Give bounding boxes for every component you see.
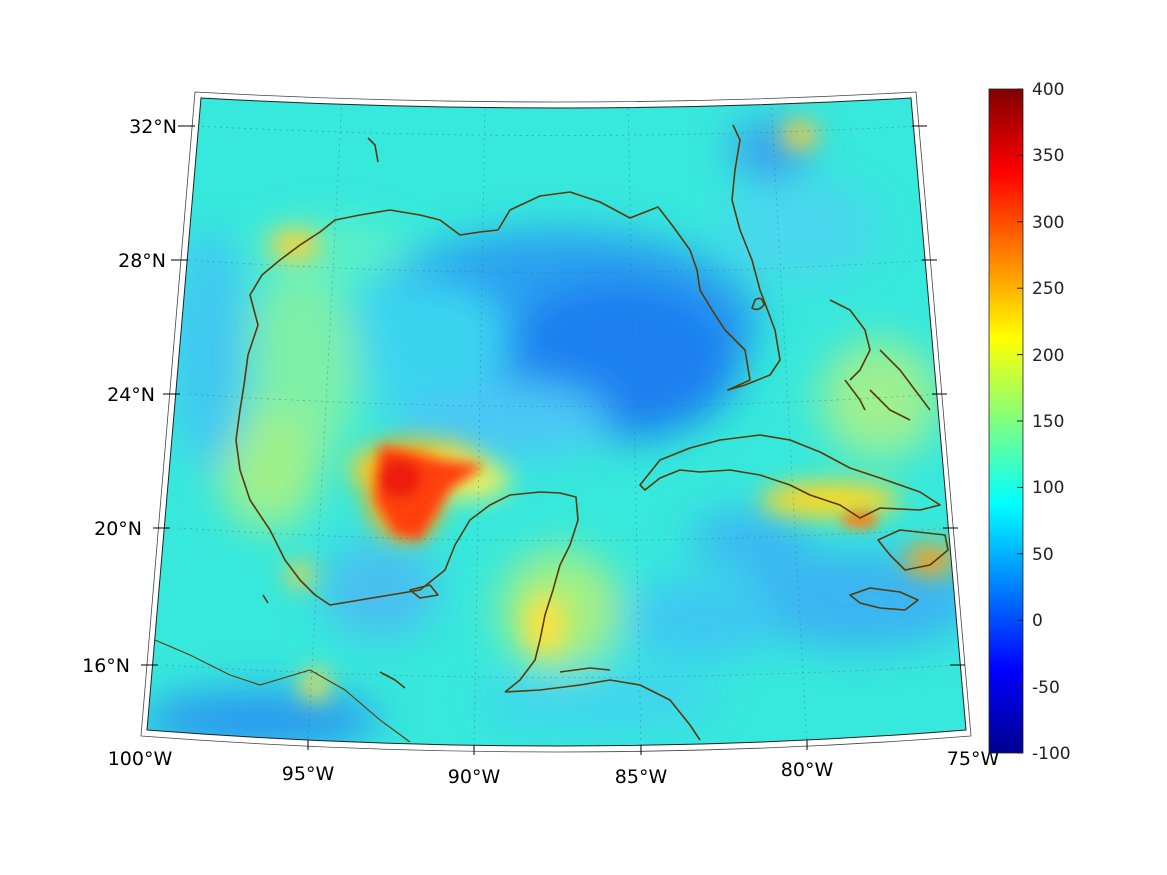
colorbar-tick-label: -50	[1032, 678, 1060, 698]
coastline-gulf	[235, 124, 781, 693]
lon-label-95: 95°W	[282, 763, 335, 785]
lat-label-20: 20°N	[94, 518, 142, 540]
coastline-jamaica	[849, 587, 919, 611]
coastlines	[154, 124, 949, 743]
lon-label-85: 85°W	[615, 766, 668, 788]
colorbar-tick-label: 0	[1032, 611, 1043, 631]
colorbar-tick-label: 300	[1032, 213, 1064, 233]
lat-label-16: 16°N	[82, 655, 130, 677]
colorbar-tick-label: 50	[1032, 545, 1054, 565]
colorbar-tick-label: 100	[1032, 478, 1064, 498]
colorbar-tick-label: 400	[1032, 80, 1064, 100]
lon-label-80: 80°W	[781, 759, 834, 781]
lon-label-75: 75°W	[947, 748, 1000, 770]
colorbar-ticks	[1017, 88, 1023, 754]
map-frame	[140, 91, 972, 755]
lat-label-28: 28°N	[118, 250, 166, 272]
colorbar-tick-label: 350	[1032, 146, 1064, 166]
colorbar-tick-label: -100	[1032, 744, 1071, 764]
lat-label-32: 32°N	[129, 116, 177, 138]
lon-label-100: 100°W	[108, 748, 173, 770]
colorbar: 400 350 300 250 200 150 100 50 0 -50 -10…	[988, 80, 1071, 764]
coastline-cuba	[639, 434, 941, 519]
lon-label-90: 90°W	[448, 766, 501, 788]
latitude-labels: 16°N 20°N 24°N 28°N 32°N	[82, 116, 177, 677]
lat-label-24: 24°N	[107, 384, 155, 406]
longitude-labels: 100°W 95°W 90°W 85°W 80°W 75°W	[108, 748, 1000, 788]
map-field	[147, 98, 966, 746]
colorbar-tick-label: 150	[1032, 412, 1064, 432]
colorbar-tick-label: 250	[1032, 279, 1064, 299]
graticule	[165, 98, 961, 746]
colorbar-tick-label: 200	[1032, 346, 1064, 366]
